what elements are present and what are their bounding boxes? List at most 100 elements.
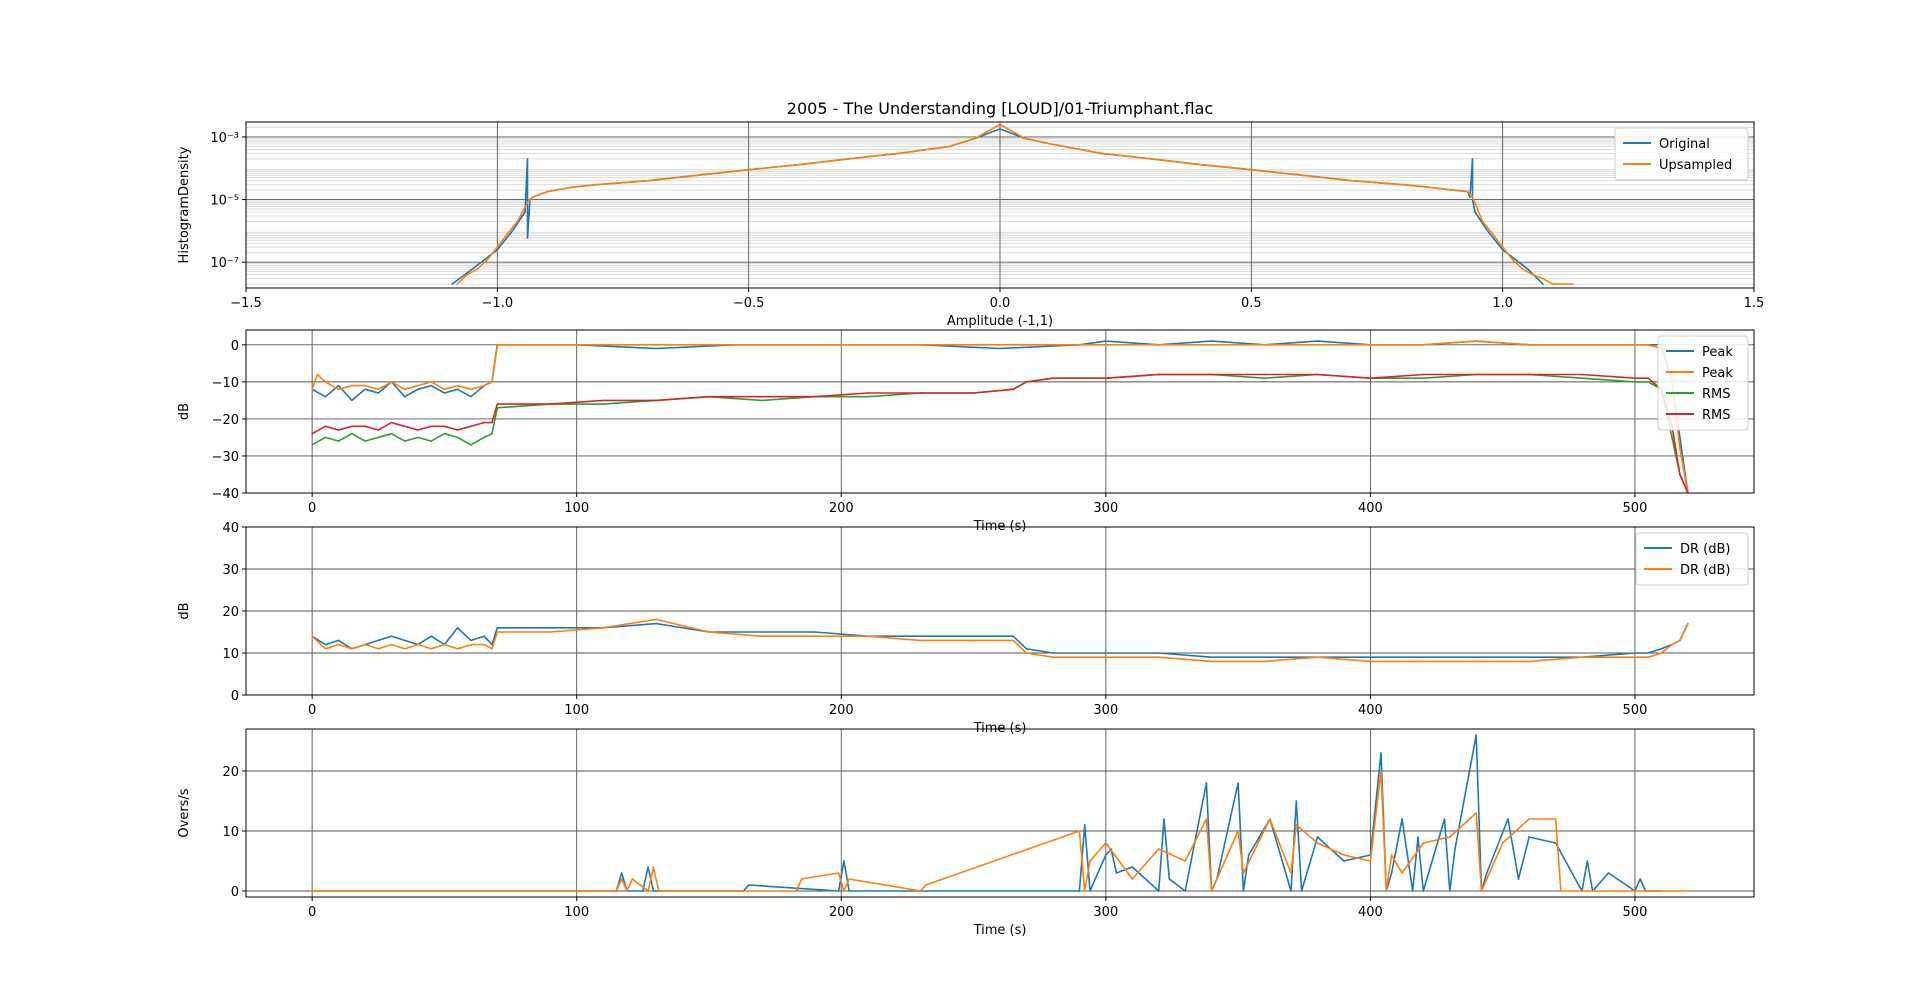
data-point — [311, 444, 313, 446]
data-point — [1290, 890, 1292, 892]
data-point — [470, 444, 472, 446]
series-group — [311, 618, 1689, 663]
legend-entry: Original — [1659, 137, 1710, 152]
data-point — [337, 643, 340, 646]
data-point — [483, 643, 485, 646]
data-point — [1210, 340, 1213, 342]
data-point — [1422, 842, 1425, 844]
data-point — [1390, 854, 1393, 856]
x-tick-label: 300 — [1093, 905, 1118, 920]
axes-frame — [245, 121, 1755, 289]
data-point — [642, 890, 644, 892]
data-point — [364, 384, 366, 387]
data-point — [1639, 878, 1642, 880]
y-tick-label: 30 — [222, 563, 239, 578]
data-point — [324, 648, 327, 650]
data-point — [1422, 656, 1425, 658]
data-point — [351, 399, 353, 402]
data-point — [456, 648, 459, 650]
y-tick-label: 10 — [222, 647, 239, 662]
data-point — [1411, 890, 1414, 892]
data-point — [1263, 656, 1266, 658]
data-point — [1210, 656, 1213, 658]
data-point — [1485, 872, 1488, 874]
data-point — [549, 403, 552, 405]
data-point — [496, 627, 499, 629]
data-point — [1581, 377, 1583, 379]
data-point — [747, 884, 750, 886]
data-point — [1422, 377, 1425, 379]
data-point — [866, 635, 869, 637]
y-axis-label: HistogramDensity — [177, 146, 192, 263]
data-point — [491, 432, 493, 435]
data-point — [351, 425, 353, 428]
x-tick-label: 300 — [1093, 501, 1118, 516]
data-point — [866, 392, 869, 394]
data-point — [496, 403, 499, 405]
series-line-peak-1 — [311, 340, 1689, 493]
y-axis-label: dB — [177, 403, 192, 420]
data-point — [1647, 381, 1649, 383]
data-point — [1471, 196, 1474, 198]
legend-entry: Upsampled — [1659, 158, 1732, 173]
series-line-upsampled-1 — [456, 123, 1573, 285]
data-point — [647, 890, 649, 892]
x-tick-label: 0 — [308, 905, 316, 920]
data-point — [524, 211, 526, 213]
x-tick-label: 500 — [1623, 501, 1648, 516]
data-point — [311, 890, 313, 892]
data-point — [1507, 818, 1509, 820]
data-point — [1105, 340, 1107, 342]
data-point — [1475, 656, 1478, 658]
data-point — [1316, 340, 1319, 342]
data-point — [470, 395, 472, 398]
data-point — [311, 432, 313, 435]
data-point — [1369, 344, 1372, 346]
data-point — [1205, 782, 1208, 784]
data-point — [430, 384, 432, 387]
x-tick-label: 500 — [1623, 905, 1648, 920]
data-point — [1025, 652, 1028, 654]
data-point — [1269, 818, 1271, 820]
data-point — [470, 425, 472, 428]
y-axis-label: Overs/s — [177, 788, 192, 837]
data-point — [1012, 388, 1015, 391]
y-tick-label: 10⁻⁵ — [210, 194, 239, 209]
data-point — [403, 388, 406, 391]
data-point — [999, 347, 1001, 350]
data-point — [1401, 818, 1403, 820]
data-point — [1528, 344, 1530, 346]
data-point — [1263, 377, 1266, 379]
legend-entry: RMS — [1702, 387, 1731, 402]
data-point — [1486, 230, 1489, 232]
data-point — [843, 860, 845, 862]
data-point — [1501, 842, 1504, 844]
data-point — [430, 381, 432, 383]
data-point — [377, 639, 380, 642]
data-point — [1607, 890, 1610, 892]
data-point — [1647, 344, 1649, 346]
data-point — [1422, 660, 1425, 663]
data-point — [734, 344, 737, 346]
data-point — [470, 643, 472, 646]
data-point — [657, 890, 660, 892]
x-axis-label: Time (s) — [973, 923, 1027, 938]
data-point — [377, 392, 380, 394]
data-point — [1528, 656, 1530, 658]
series-line-dr-db-0 — [311, 622, 1689, 659]
data-point — [417, 388, 419, 391]
y-tick-label: −10 — [212, 376, 239, 391]
series-line-dr-db-1 — [311, 618, 1689, 663]
data-point — [597, 183, 599, 186]
data-point — [1586, 860, 1589, 862]
data-point — [337, 384, 340, 387]
data-point — [1491, 233, 1494, 235]
data-point — [316, 373, 319, 376]
legend: DR (dB) DR (dB) — [1635, 532, 1749, 586]
data-point — [1210, 373, 1213, 376]
data-point — [1385, 890, 1388, 892]
data-point — [311, 388, 313, 391]
data-point — [351, 648, 353, 650]
